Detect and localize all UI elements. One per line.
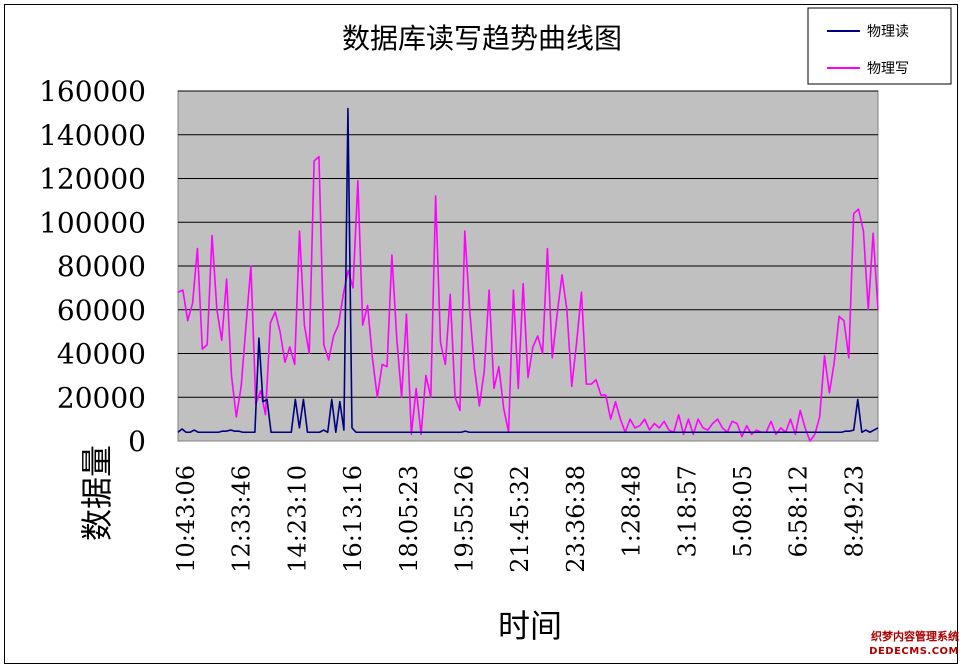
y-tick-label: 40000 (57, 338, 146, 371)
x-tick-label: 16:13:16 (339, 465, 367, 573)
watermark-line2: DEDECMS.COM (869, 646, 959, 657)
watermark-line1: 织梦内容管理系统 (871, 630, 959, 643)
x-tick-label: 1:28:48 (618, 465, 646, 558)
y-tick-label: 80000 (57, 250, 146, 283)
legend-write-label: 物理写 (867, 61, 909, 77)
series-layer (177, 107, 879, 442)
x-tick-label: 5:08:05 (729, 465, 757, 558)
x-tick-label: 6:58:12 (785, 465, 813, 558)
watermark-logo: 织梦内容管理系统 DEDECMS.COM (851, 629, 959, 659)
legend-read-label: 物理读 (867, 23, 909, 40)
x-tick-label: 18:05:23 (395, 465, 423, 573)
x-tick-label: 21:45:32 (506, 465, 534, 573)
y-tick-label: 60000 (57, 294, 146, 327)
x-axis-label: 时间 (498, 607, 562, 645)
x-tick-label: 10:43:06 (172, 465, 200, 573)
y-tick-label: 160000 (39, 75, 146, 108)
grid-lines (178, 90, 878, 398)
y-tick-label: 20000 (57, 381, 146, 414)
y-tick-label: 100000 (39, 206, 146, 239)
x-tick-label: 12:33:46 (228, 465, 256, 573)
x-tick-label: 14:23:10 (283, 465, 311, 573)
y-tick-labels: 160000 140000 120000 100000 80000 60000 40000 2… (39, 75, 146, 458)
chart-frame (4, 4, 958, 664)
chart-title: 数据库读写趋势曲线图 (342, 22, 622, 55)
series-line-read (177, 107, 879, 434)
x-tick-label: 19:55:26 (451, 465, 479, 573)
legend: 物理读 物理写 (807, 7, 952, 85)
y-tick-label: 140000 (39, 119, 146, 152)
x-tick-labels: 10:43:06 12:33:46 14:23:10 16:13:16 18:05:23… (172, 465, 868, 573)
x-tick-label: 23:36:38 (562, 465, 590, 573)
y-tick-label: 120000 (39, 163, 146, 196)
y-axis-label: 数据量 (78, 445, 116, 541)
legend-box (807, 7, 952, 85)
y-tick-label: 0 (128, 425, 146, 458)
x-tick-label: 3:18:57 (673, 465, 701, 558)
x-tick-label: 8:49:23 (840, 465, 868, 558)
